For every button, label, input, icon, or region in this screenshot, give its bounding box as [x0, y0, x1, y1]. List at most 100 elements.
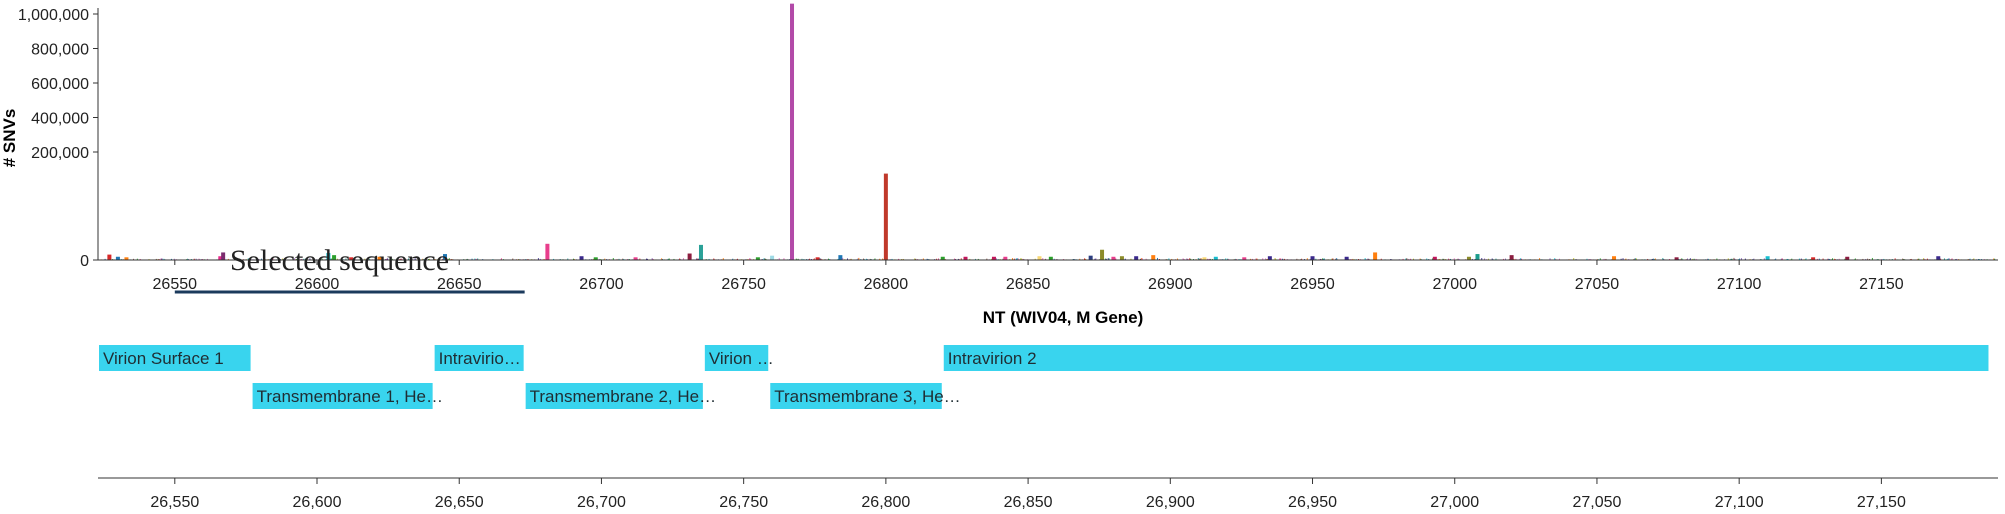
snv-bar	[1322, 258, 1323, 260]
snv-bar	[1883, 258, 1885, 260]
snv-bar	[1364, 258, 1366, 260]
snv-bar	[1088, 255, 1093, 260]
snv-bar	[679, 258, 681, 260]
snv-bar	[698, 244, 703, 260]
snv-bar	[281, 258, 283, 260]
snv-bar	[1274, 258, 1276, 260]
x-tick-label: 27000	[1432, 276, 1477, 293]
snv-bar	[869, 258, 871, 260]
snv-bar	[283, 258, 285, 260]
snv-bar	[612, 258, 614, 260]
snv-bar	[1200, 258, 1202, 260]
snv-bar	[1513, 258, 1515, 260]
snv-bar	[1481, 258, 1483, 260]
snv-bar	[1453, 258, 1455, 260]
snv-bar	[849, 258, 851, 260]
snv-bar	[598, 258, 600, 260]
snv-bar	[1251, 258, 1253, 260]
domain-label: Intravirion 2	[948, 349, 1037, 368]
snv-bar	[1045, 258, 1047, 260]
snv-bar	[400, 258, 402, 260]
snv-bar	[579, 256, 584, 260]
snv-bar	[193, 258, 195, 260]
snv-bar	[698, 258, 700, 260]
snv-bar	[1969, 258, 1971, 260]
snv-bar	[374, 258, 376, 260]
snv-bar	[1107, 258, 1109, 260]
snv-bar	[1471, 258, 1473, 260]
snv-bar	[1509, 255, 1514, 260]
snv-bar	[713, 258, 715, 260]
snv-bar	[1168, 258, 1170, 260]
snv-bar	[1495, 258, 1497, 260]
snv-bar	[863, 258, 865, 260]
snv-bar	[1786, 258, 1788, 260]
snv-bar	[1111, 256, 1116, 260]
snv-bar	[336, 258, 338, 260]
snv-bar	[1124, 258, 1126, 260]
snv-bar	[879, 258, 881, 260]
snv-bar	[1765, 256, 1770, 260]
snv-bar	[163, 258, 165, 260]
snv-bar	[1145, 258, 1147, 260]
snv-bar	[1844, 258, 1846, 260]
y-tick-label: 400,000	[31, 111, 89, 128]
domain-segment: Transmembrane 1, He…	[252, 383, 443, 409]
snv-bar	[1635, 258, 1637, 260]
snv-bar	[330, 258, 332, 260]
snv-bar	[813, 258, 815, 260]
snv-bar	[1733, 257, 1735, 260]
snv-bar	[1207, 258, 1209, 260]
snv-bar	[1443, 258, 1445, 260]
domain-bar	[704, 345, 769, 371]
snv-bar	[922, 258, 924, 260]
snv-bar	[1731, 258, 1733, 260]
snv-bar	[902, 258, 904, 260]
snv-bar	[1016, 258, 1018, 260]
snv-bar	[936, 258, 938, 260]
snv-bar	[954, 258, 956, 260]
snv-bar	[1011, 258, 1013, 260]
snv-bar	[857, 258, 859, 260]
x-tick-label: 26850	[1006, 276, 1051, 293]
snv-bar	[801, 258, 803, 260]
position-tick-label: 26,750	[719, 494, 768, 511]
snv-bar	[1491, 258, 1493, 260]
snv-bar	[1140, 258, 1142, 260]
snv-bar	[391, 258, 393, 260]
snv-bar	[1951, 258, 1953, 260]
snv-bar	[1612, 256, 1617, 260]
snv-bar	[1095, 258, 1097, 260]
snv-bar	[1013, 258, 1015, 260]
snv-bar	[1323, 258, 1325, 260]
snv-bar	[1210, 258, 1212, 260]
snv-bar	[161, 258, 163, 260]
snv-bar	[1973, 258, 1975, 260]
snv-bar	[975, 258, 976, 260]
snv-bar	[1336, 258, 1338, 260]
snv-bar	[1420, 258, 1422, 260]
snv-bar	[567, 258, 569, 260]
snv-bar	[1936, 256, 1941, 260]
snv-bar	[1854, 258, 1856, 260]
position-tick-label: 26,700	[577, 494, 626, 511]
snv-bar	[618, 258, 620, 260]
snv-bar	[1130, 258, 1132, 260]
snv-bar	[425, 258, 427, 260]
snv-bar	[1034, 258, 1036, 260]
snv-bar	[1094, 258, 1096, 260]
snv-bar	[838, 255, 843, 260]
snv-bar	[1332, 258, 1334, 260]
snv-bar	[256, 258, 258, 260]
snv-bar	[764, 258, 766, 260]
snv-bar	[1002, 258, 1004, 260]
snv-bar	[133, 258, 135, 260]
snv-bar	[1209, 258, 1211, 260]
snv-bar	[722, 258, 724, 260]
x-tick-label: 27150	[1859, 276, 1904, 293]
x-tick-label: 26700	[579, 276, 624, 293]
domain-bar	[252, 383, 433, 409]
selected-sequence-label: Selected sequence	[230, 244, 449, 277]
snv-bar	[386, 258, 388, 260]
snv-bar	[940, 256, 945, 260]
